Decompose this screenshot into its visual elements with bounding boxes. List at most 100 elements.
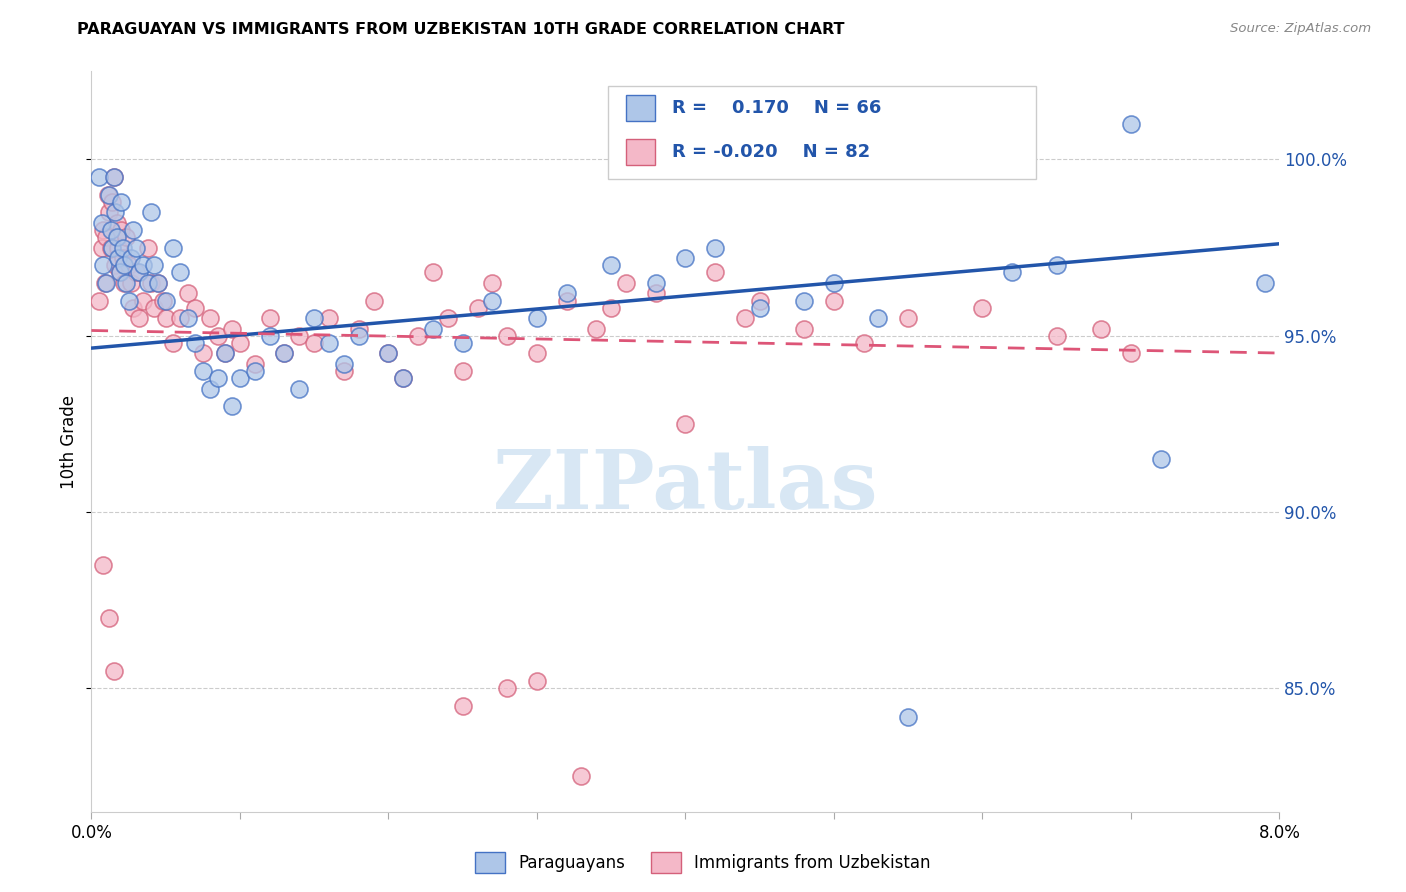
Point <box>406 328 429 343</box>
Point <box>136 276 159 290</box>
Point <box>101 241 124 255</box>
Point <box>221 399 243 413</box>
Point <box>496 681 519 696</box>
Point <box>392 371 415 385</box>
Point <box>347 322 370 336</box>
Point <box>103 170 125 185</box>
Point <box>273 346 295 360</box>
Point <box>200 382 222 396</box>
Point <box>121 251 143 265</box>
Text: R =    0.170    N = 66: R = 0.170 N = 66 <box>672 99 882 118</box>
Point <box>105 216 128 230</box>
Point <box>148 276 170 290</box>
Point <box>897 311 920 326</box>
Point <box>107 241 129 255</box>
Point <box>132 258 155 272</box>
Point <box>481 293 503 308</box>
Point <box>972 301 994 315</box>
Point <box>481 276 503 290</box>
Point <box>1046 258 1069 272</box>
Point <box>184 335 207 350</box>
Point <box>333 357 356 371</box>
Point <box>259 328 281 343</box>
Bar <box>626 139 655 165</box>
Point <box>600 258 623 272</box>
Point <box>422 265 444 279</box>
Point <box>451 335 474 350</box>
Bar <box>626 95 655 121</box>
Point <box>377 346 399 360</box>
Point <box>555 286 578 301</box>
Point <box>121 276 143 290</box>
Point <box>100 241 122 255</box>
Point <box>748 301 770 315</box>
Point <box>302 335 325 350</box>
Point <box>221 322 243 336</box>
Point <box>110 223 132 237</box>
Point <box>229 335 252 350</box>
Point <box>136 241 159 255</box>
Point <box>132 293 155 308</box>
Point <box>734 311 756 326</box>
Point <box>852 335 875 350</box>
Point <box>101 194 124 209</box>
Point <box>823 293 845 308</box>
Point <box>125 265 148 279</box>
Point <box>243 364 266 378</box>
Point <box>207 328 229 343</box>
Point <box>139 276 162 290</box>
Point <box>214 346 236 360</box>
Point <box>103 170 125 185</box>
Point <box>1253 276 1275 290</box>
Point <box>644 276 666 290</box>
Point <box>142 301 165 315</box>
Point <box>169 265 191 279</box>
Point <box>229 371 252 385</box>
Point <box>377 346 399 360</box>
Point <box>1046 328 1069 343</box>
Point <box>748 293 770 308</box>
Point <box>96 230 118 244</box>
Point <box>273 346 295 360</box>
Point <box>177 286 200 301</box>
Point <box>128 311 150 326</box>
Point <box>139 205 162 219</box>
Point <box>108 265 131 279</box>
Point <box>112 258 135 272</box>
Point <box>122 301 145 315</box>
Point <box>363 293 385 308</box>
Point <box>1001 265 1024 279</box>
Point <box>243 357 266 371</box>
Point <box>259 311 281 326</box>
Point <box>104 205 127 219</box>
Point <box>288 382 311 396</box>
Point <box>96 276 118 290</box>
Point <box>112 276 135 290</box>
Point <box>110 194 132 209</box>
Point <box>1119 346 1142 360</box>
Y-axis label: 10th Grade: 10th Grade <box>60 394 79 489</box>
Point <box>191 364 214 378</box>
Point <box>91 258 114 272</box>
Point <box>422 322 444 336</box>
Point <box>162 241 184 255</box>
Point <box>91 223 114 237</box>
Point <box>91 558 114 572</box>
Point <box>585 322 607 336</box>
Point <box>1090 322 1112 336</box>
Point <box>90 241 112 255</box>
Point <box>114 276 136 290</box>
Point <box>793 322 815 336</box>
Point <box>98 611 121 625</box>
Point <box>98 205 121 219</box>
Point <box>673 417 696 431</box>
Point <box>111 241 134 255</box>
Point <box>87 170 110 185</box>
Point <box>122 223 145 237</box>
Point <box>169 311 191 326</box>
Point <box>436 311 458 326</box>
Point <box>191 346 214 360</box>
Point <box>704 265 727 279</box>
Point <box>114 230 136 244</box>
Point <box>793 293 815 308</box>
